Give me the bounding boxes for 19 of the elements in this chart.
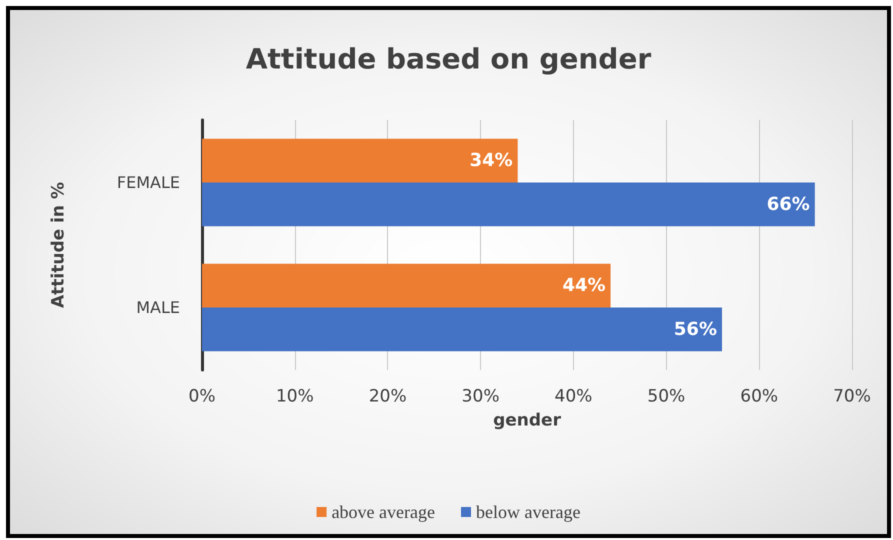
x-tick-label: 30% [462, 386, 500, 406]
x-tick-label: 10% [276, 386, 314, 406]
y-tick-label: MALE [136, 298, 180, 317]
x-tick-label: 0% [188, 386, 216, 406]
data-label: 56% [674, 318, 717, 340]
legend-label: below average [476, 502, 580, 522]
data-label: 44% [562, 275, 606, 296]
chart-title: Attitude based on gender [246, 42, 652, 76]
y-tick-label: FEMALE [116, 173, 180, 192]
y-axis-title: Attitude in % [48, 182, 68, 308]
x-tick-label: 50% [647, 386, 686, 406]
x-tick-label: 40% [554, 386, 592, 406]
x-axis-title: gender [493, 410, 562, 430]
x-tick-label: 60% [740, 386, 778, 406]
data-label: 66% [766, 194, 810, 215]
x-tick-label: 70% [833, 386, 871, 406]
x-tick-label: 20% [368, 386, 407, 406]
data-label: 34% [470, 150, 513, 172]
legend-label: above average [332, 502, 436, 522]
